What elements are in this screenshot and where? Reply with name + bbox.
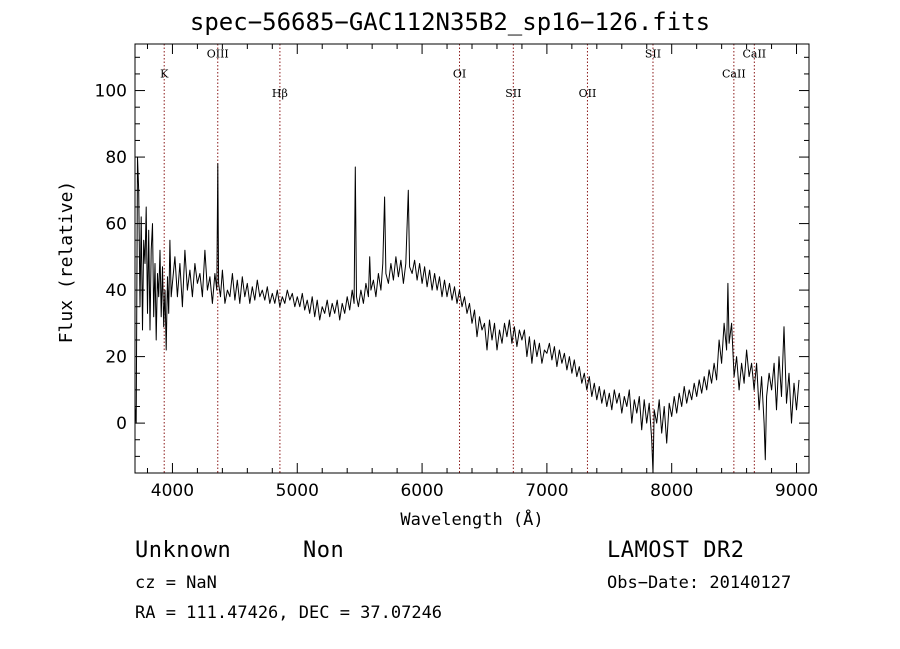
observation-date: Obs−Date: 20140127: [607, 573, 792, 593]
emission-line-labels: K OIII Hβ OI SII OII SII CaII CaII: [160, 47, 766, 100]
line-label-3: OI: [453, 67, 466, 80]
line-label-5: OII: [579, 87, 597, 100]
chart-title: spec−56685−GAC112N35B2_sp16−126.fits: [189, 8, 711, 36]
x-tick-label: 4000: [151, 481, 194, 501]
line-label-7: CaII: [722, 67, 746, 80]
x-axis-ticks: 4000 5000 6000 7000 8000 9000: [146, 44, 818, 501]
y-tick-label: 80: [105, 148, 127, 168]
line-label-2: Hβ: [272, 87, 288, 100]
x-tick-label: 8000: [650, 481, 693, 501]
y-axis-label: Flux (relative): [56, 181, 77, 344]
redshift-value: cz = NaN: [135, 573, 217, 593]
emission-line-markers: [163, 44, 755, 473]
object-subclass: Non: [303, 538, 345, 563]
object-class: Unknown: [135, 538, 232, 563]
y-axis-ticks: 0 20 40 60 80 100: [95, 56, 809, 457]
x-tick-label: 6000: [400, 481, 443, 501]
y-tick-label: 0: [116, 414, 127, 434]
line-label-4: SII: [505, 87, 521, 100]
x-axis-label: Wavelength (Å): [400, 510, 544, 530]
coordinates: RA = 111.47426, DEC = 37.07246: [135, 603, 443, 623]
x-tick-label: 9000: [775, 481, 818, 501]
x-tick-label: 7000: [525, 481, 568, 501]
line-label-6: SII: [645, 47, 661, 60]
line-label-0: K: [160, 67, 169, 80]
spectrum-series-line: [134, 156, 800, 474]
y-tick-label: 100: [95, 82, 127, 102]
y-tick-label: 40: [105, 281, 127, 301]
line-label-8: CaII: [742, 47, 766, 60]
y-tick-label: 60: [105, 215, 127, 235]
survey-name: LAMOST DR2: [607, 538, 745, 563]
x-tick-label: 5000: [276, 481, 319, 501]
line-label-1: OIII: [207, 47, 229, 60]
plot-frame: [134, 43, 810, 474]
y-tick-label: 20: [105, 348, 127, 368]
